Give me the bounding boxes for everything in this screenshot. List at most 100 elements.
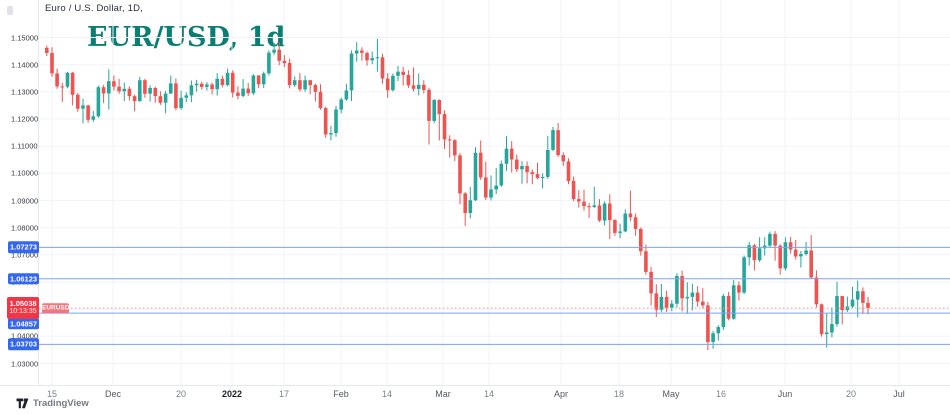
candle[interactable]: [422, 80, 426, 94]
candle[interactable]: [241, 79, 245, 98]
candle[interactable]: [261, 71, 266, 89]
candle[interactable]: [60, 82, 65, 102]
candle[interactable]: [855, 280, 860, 318]
candle[interactable]: [344, 83, 349, 101]
candle[interactable]: [468, 186, 473, 219]
alert-price-badge[interactable]: 1.04857: [8, 317, 39, 330]
candle[interactable]: [592, 186, 597, 209]
candle[interactable]: [246, 82, 250, 96]
candle[interactable]: [721, 293, 726, 330]
candle[interactable]: [711, 330, 715, 349]
candle[interactable]: [391, 73, 395, 92]
candle[interactable]: [427, 87, 431, 145]
candle[interactable]: [499, 160, 504, 187]
candle[interactable]: [127, 86, 132, 101]
current-price-badge[interactable]: 1.05038 10:13:35: [7, 297, 39, 320]
candle[interactable]: [819, 303, 824, 337]
candle[interactable]: [731, 280, 736, 320]
candle[interactable]: [210, 82, 214, 95]
candle[interactable]: [664, 290, 669, 312]
candle[interactable]: [308, 79, 312, 95]
candle[interactable]: [318, 84, 323, 110]
candle[interactable]: [690, 283, 695, 311]
candle[interactable]: [602, 201, 607, 226]
candlestick-chart[interactable]: [0, 0, 950, 385]
candle[interactable]: [453, 139, 457, 162]
candle[interactable]: [489, 175, 493, 201]
candle[interactable]: [101, 85, 106, 104]
candle[interactable]: [809, 235, 813, 279]
candle[interactable]: [504, 136, 509, 171]
candle[interactable]: [773, 231, 777, 261]
candle[interactable]: [835, 281, 839, 327]
candle[interactable]: [334, 106, 338, 137]
candle[interactable]: [215, 73, 219, 96]
candle[interactable]: [277, 42, 281, 66]
candle[interactable]: [199, 81, 204, 90]
candle[interactable]: [267, 50, 271, 76]
candle[interactable]: [463, 192, 467, 226]
candle[interactable]: [628, 190, 633, 222]
candle[interactable]: [659, 283, 664, 312]
candle[interactable]: [447, 135, 452, 158]
candle[interactable]: [680, 270, 684, 312]
candle[interactable]: [169, 75, 173, 95]
candle[interactable]: [385, 73, 390, 98]
candle[interactable]: [132, 94, 137, 112]
candle[interactable]: [458, 153, 462, 205]
candle[interactable]: [639, 227, 643, 256]
candle[interactable]: [45, 45, 49, 56]
symbol-price-tag[interactable]: EURUSD: [42, 303, 70, 313]
candle[interactable]: [174, 78, 178, 111]
candle[interactable]: [432, 98, 436, 124]
candle[interactable]: [752, 244, 757, 271]
candle[interactable]: [411, 67, 416, 92]
candle[interactable]: [861, 287, 865, 315]
candle[interactable]: [354, 42, 359, 62]
candle[interactable]: [793, 239, 798, 260]
candle[interactable]: [582, 189, 586, 211]
candle[interactable]: [184, 92, 189, 103]
candle[interactable]: [122, 82, 127, 102]
candle[interactable]: [742, 255, 746, 294]
candle[interactable]: [225, 68, 230, 87]
candle[interactable]: [540, 173, 545, 189]
candle[interactable]: [282, 55, 287, 68]
candle[interactable]: [230, 70, 235, 98]
candle[interactable]: [86, 104, 90, 123]
candle[interactable]: [706, 301, 710, 351]
candle[interactable]: [50, 47, 54, 77]
candle[interactable]: [370, 51, 374, 65]
candle[interactable]: [509, 141, 514, 173]
candle[interactable]: [298, 73, 302, 92]
candle[interactable]: [850, 286, 855, 309]
candle[interactable]: [396, 66, 400, 81]
candle[interactable]: [515, 154, 519, 172]
candle[interactable]: [726, 291, 731, 321]
candle[interactable]: [618, 223, 622, 239]
candle[interactable]: [587, 203, 591, 218]
candle[interactable]: [701, 288, 705, 309]
candle[interactable]: [623, 209, 628, 233]
candle[interactable]: [788, 236, 793, 254]
candle[interactable]: [251, 74, 256, 96]
candle[interactable]: [236, 86, 240, 100]
candle[interactable]: [654, 284, 659, 317]
candle[interactable]: [138, 76, 142, 102]
candle[interactable]: [179, 90, 183, 110]
candle[interactable]: [830, 307, 834, 338]
candle[interactable]: [571, 176, 576, 201]
candle[interactable]: [561, 152, 566, 166]
tradingview-attribution[interactable]: TradingView: [16, 398, 89, 409]
candle[interactable]: [633, 213, 638, 236]
candle[interactable]: [530, 169, 535, 185]
candle[interactable]: [416, 73, 421, 96]
candle[interactable]: [494, 167, 498, 194]
candle[interactable]: [799, 251, 803, 268]
candle[interactable]: [70, 72, 75, 106]
candle[interactable]: [866, 296, 870, 315]
candle[interactable]: [158, 91, 163, 105]
candle[interactable]: [608, 194, 612, 240]
candle[interactable]: [91, 111, 96, 122]
candle[interactable]: [840, 295, 844, 325]
